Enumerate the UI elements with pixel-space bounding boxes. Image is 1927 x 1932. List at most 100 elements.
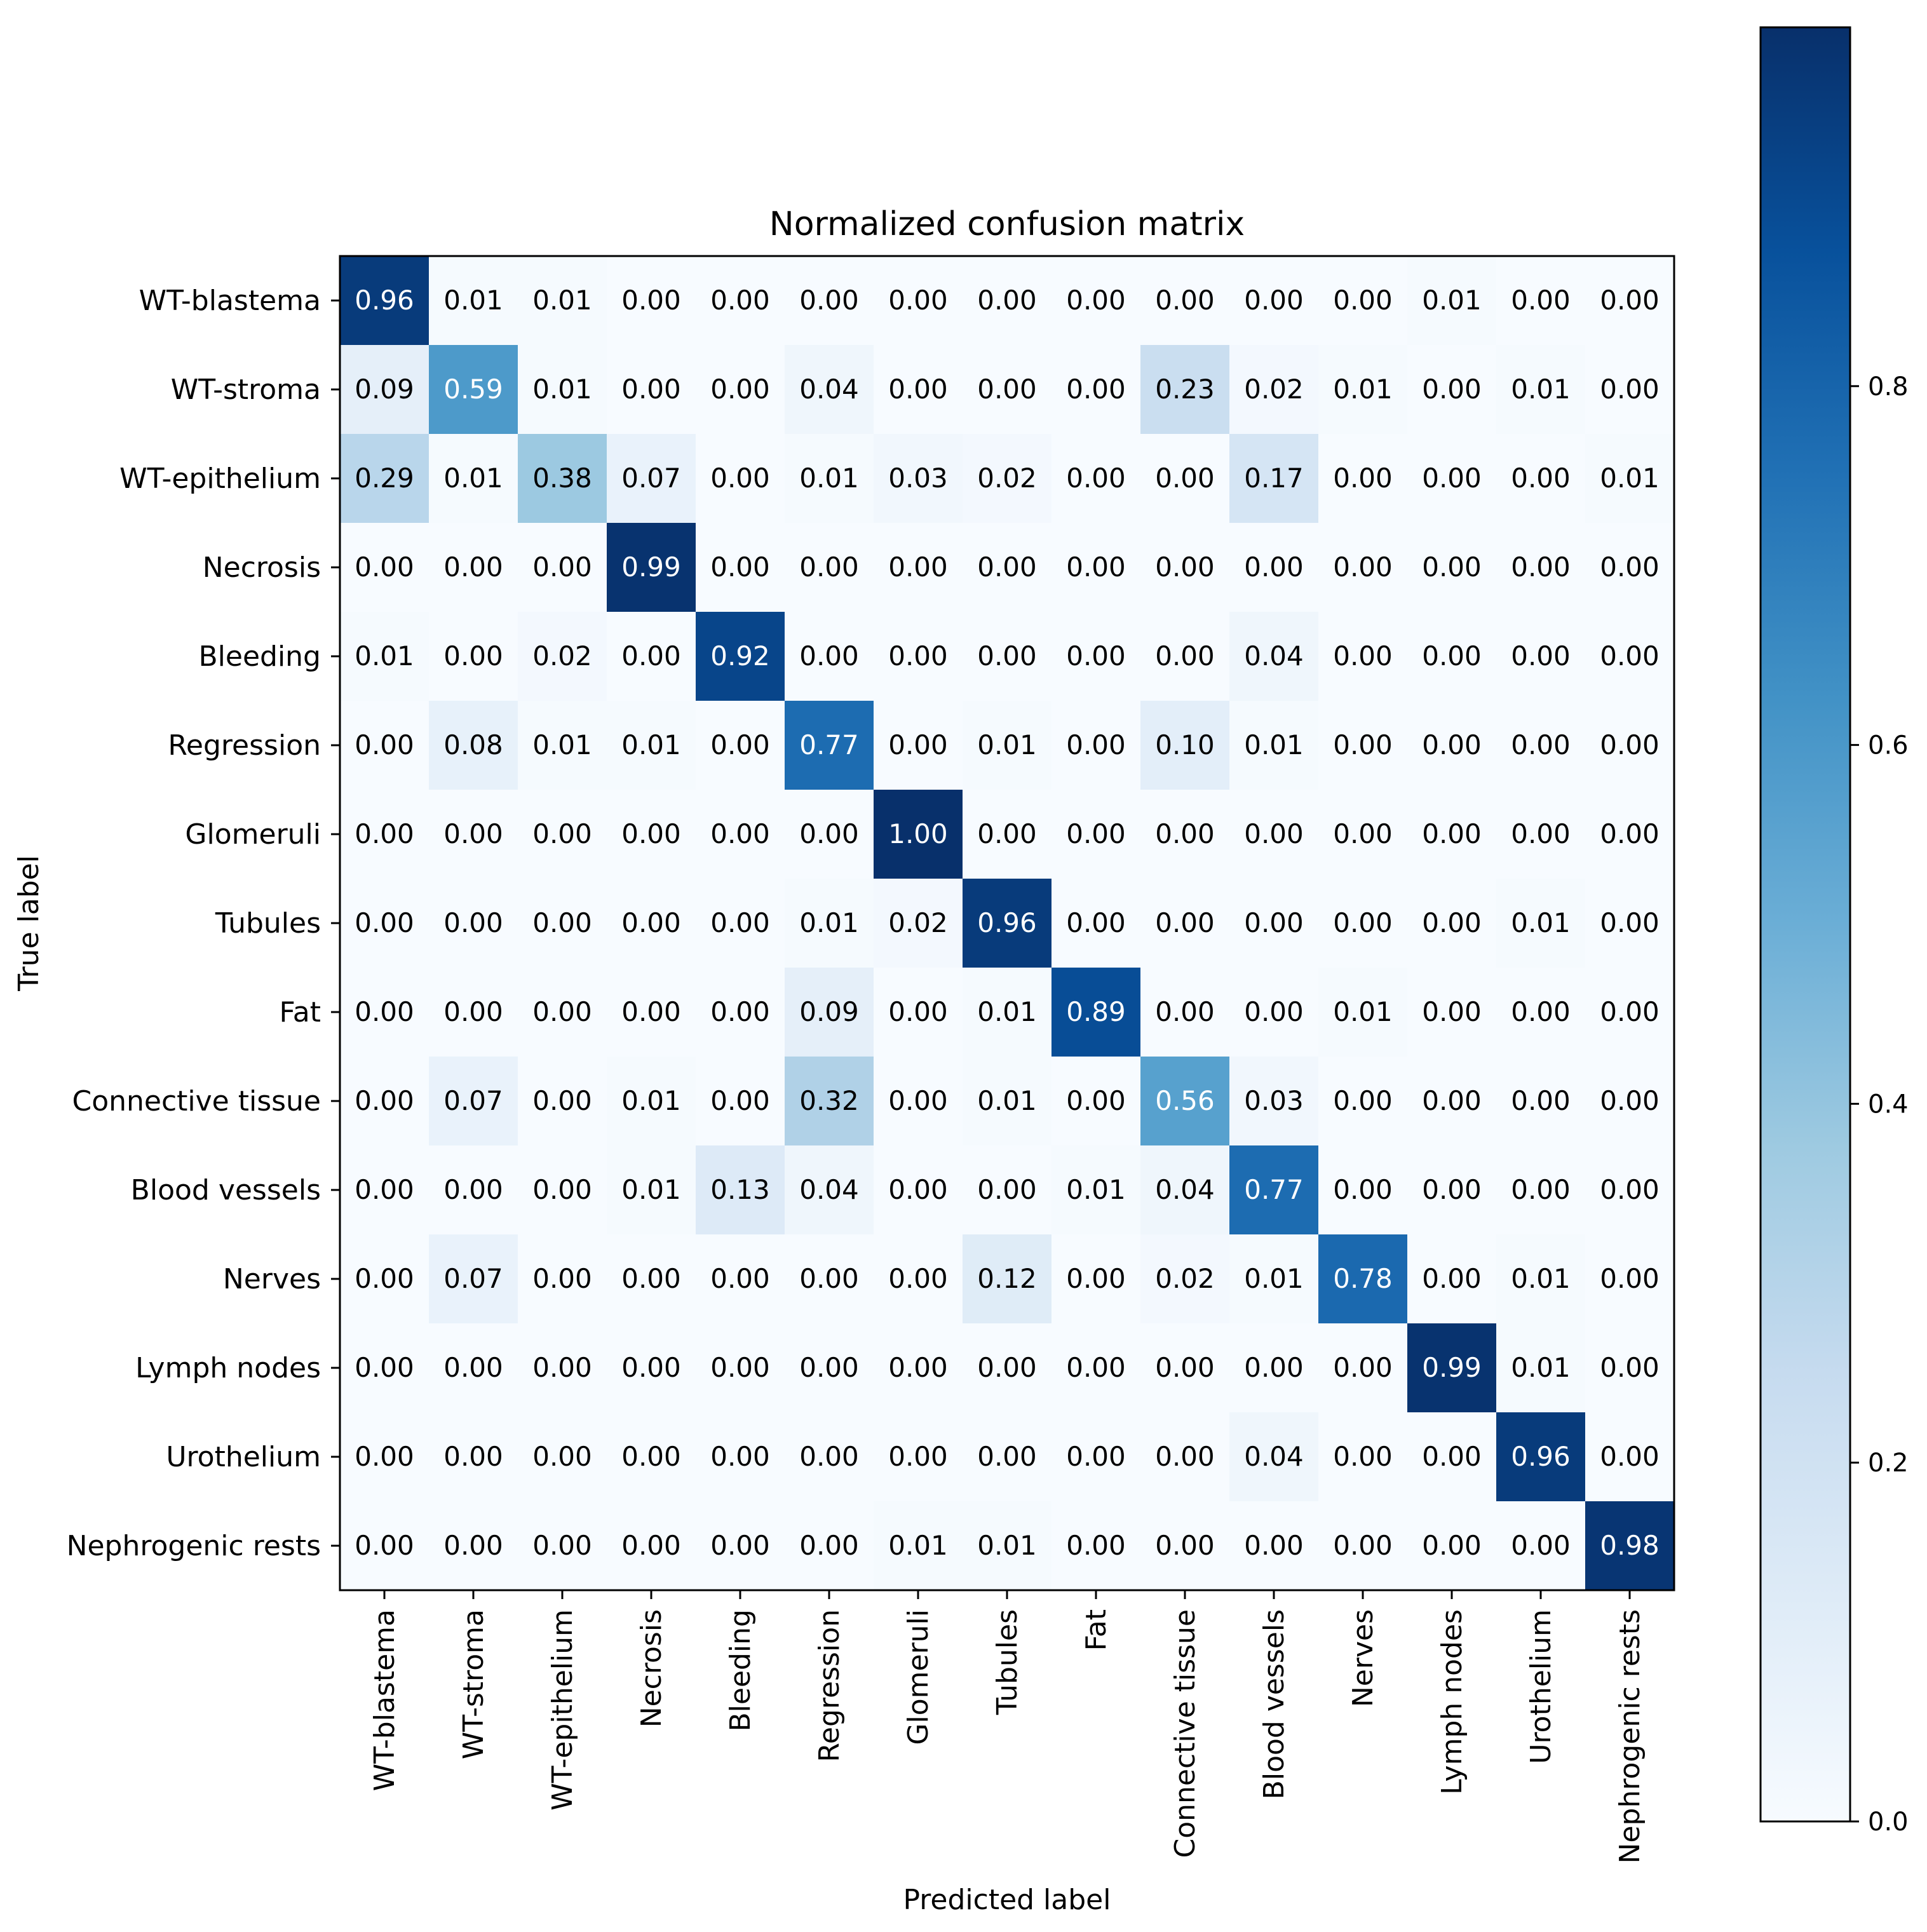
cell-value: 0.00	[888, 640, 948, 672]
matrix-cell	[1407, 1145, 1497, 1235]
matrix-cell	[874, 345, 963, 435]
y-tick-label: WT-epithelium	[119, 463, 321, 495]
cell-value: 0.00	[710, 463, 770, 494]
matrix-cell	[607, 1145, 696, 1235]
cell-value: 0.00	[1066, 640, 1126, 672]
cell-value: 0.00	[1244, 551, 1304, 583]
cell-value: 0.01	[1244, 1263, 1304, 1294]
cell-value: 0.00	[532, 1263, 592, 1294]
matrix-cell	[1229, 701, 1319, 790]
cell-value: 0.00	[621, 1352, 681, 1383]
matrix-cell	[429, 1501, 518, 1591]
cell-value: 0.01	[1511, 1263, 1571, 1294]
cell-value: 0.00	[355, 1085, 414, 1116]
cell-value: 0.38	[532, 463, 592, 494]
matrix-cell	[1051, 968, 1141, 1057]
matrix-cell	[874, 1145, 963, 1235]
matrix-cell	[1496, 523, 1586, 612]
matrix-cell	[963, 612, 1052, 701]
matrix-cell	[874, 879, 963, 968]
matrix-cell	[429, 968, 518, 1057]
matrix-cell	[1318, 256, 1408, 346]
matrix-cell	[785, 523, 874, 612]
y-axis-ticks: WT-blastema WT-stroma WT-epithelium Necrosi…	[67, 285, 340, 1562]
cell-value: 0.00	[532, 1530, 592, 1561]
cell-value: 0.99	[1422, 1352, 1482, 1383]
colorbar-tick-label: 0.6	[1868, 731, 1909, 760]
cell-value: 0.00	[1600, 640, 1660, 672]
matrix-cell	[518, 1145, 607, 1235]
matrix-cells	[340, 256, 1675, 1591]
matrix-cell	[1140, 1412, 1230, 1502]
matrix-cell	[696, 345, 785, 435]
cell-value: 0.00	[1422, 818, 1482, 849]
matrix-cell	[518, 1323, 607, 1413]
y-tick-label: Regression	[168, 729, 321, 762]
cell-value: 0.04	[1244, 1441, 1304, 1472]
cell-value: 0.00	[1333, 729, 1393, 760]
x-tick-label: Connective tissue	[1169, 1609, 1201, 1858]
matrix-cell	[696, 790, 785, 879]
matrix-cell	[1585, 612, 1675, 701]
matrix-cell	[696, 879, 785, 968]
matrix-cell	[1229, 879, 1319, 968]
cell-value: 0.96	[1511, 1441, 1571, 1472]
cell-value: 0.29	[355, 463, 414, 494]
cell-value: 0.00	[1511, 640, 1571, 672]
matrix-cell	[1496, 790, 1586, 879]
matrix-cell	[696, 434, 785, 524]
cell-value: 0.00	[888, 285, 948, 316]
matrix-cell	[1229, 1145, 1319, 1235]
cell-value: 0.00	[1600, 1263, 1660, 1294]
cell-value: 0.01	[799, 907, 859, 938]
cell-value: 0.00	[1244, 1352, 1304, 1383]
colorbar	[1759, 26, 1851, 1823]
matrix-cell	[1051, 1145, 1141, 1235]
cell-value: 0.00	[1600, 374, 1660, 405]
matrix-cell	[1140, 523, 1230, 612]
colorbar-tick-label: 0.8	[1868, 372, 1909, 402]
cell-value: 0.00	[1511, 551, 1571, 583]
matrix-cell	[1585, 701, 1675, 790]
matrix-cell	[340, 612, 429, 701]
cell-value: 0.00	[1422, 1085, 1482, 1116]
cell-value: 0.00	[1333, 1530, 1393, 1561]
matrix-cell	[429, 612, 518, 701]
cell-value: 0.01	[1511, 907, 1571, 938]
matrix-cell	[1229, 1323, 1319, 1413]
cell-value: 0.00	[1066, 907, 1126, 938]
cell-value: 0.00	[1066, 1085, 1126, 1116]
matrix-cell	[1496, 256, 1586, 346]
cell-value: 0.00	[1333, 1085, 1393, 1116]
cell-value: 0.04	[799, 374, 859, 405]
cell-value: 0.00	[1422, 551, 1482, 583]
matrix-cell	[518, 968, 607, 1057]
cell-value: 0.00	[977, 551, 1037, 583]
matrix-cell	[963, 701, 1052, 790]
matrix-cell	[1585, 879, 1675, 968]
matrix-cell	[607, 1323, 696, 1413]
cell-value: 0.00	[443, 551, 503, 583]
cell-value: 0.00	[355, 729, 414, 760]
cell-value: 0.00	[355, 907, 414, 938]
cell-value: 0.17	[1244, 463, 1304, 494]
matrix-cell	[1585, 1234, 1675, 1324]
cell-value: 0.02	[888, 907, 948, 938]
cell-value: 0.07	[443, 1263, 503, 1294]
cell-value: 0.01	[532, 374, 592, 405]
cell-value: 0.00	[1422, 1441, 1482, 1472]
colorbar-tick-label: 0.2	[1868, 1449, 1909, 1478]
cell-value: 0.00	[355, 1530, 414, 1561]
matrix-cell	[518, 612, 607, 701]
matrix-cell	[785, 256, 874, 346]
cell-value: 0.00	[1244, 1530, 1304, 1561]
matrix-cell	[963, 523, 1052, 612]
y-tick-label: Nerves	[223, 1263, 321, 1295]
matrix-cell	[518, 1057, 607, 1146]
cell-value: 0.00	[710, 1441, 770, 1472]
cell-value: 0.00	[1422, 640, 1482, 672]
cell-value: 0.00	[443, 1530, 503, 1561]
matrix-cell	[1407, 701, 1497, 790]
matrix-cell	[340, 1501, 429, 1591]
cell-value: 0.00	[888, 1441, 948, 1472]
